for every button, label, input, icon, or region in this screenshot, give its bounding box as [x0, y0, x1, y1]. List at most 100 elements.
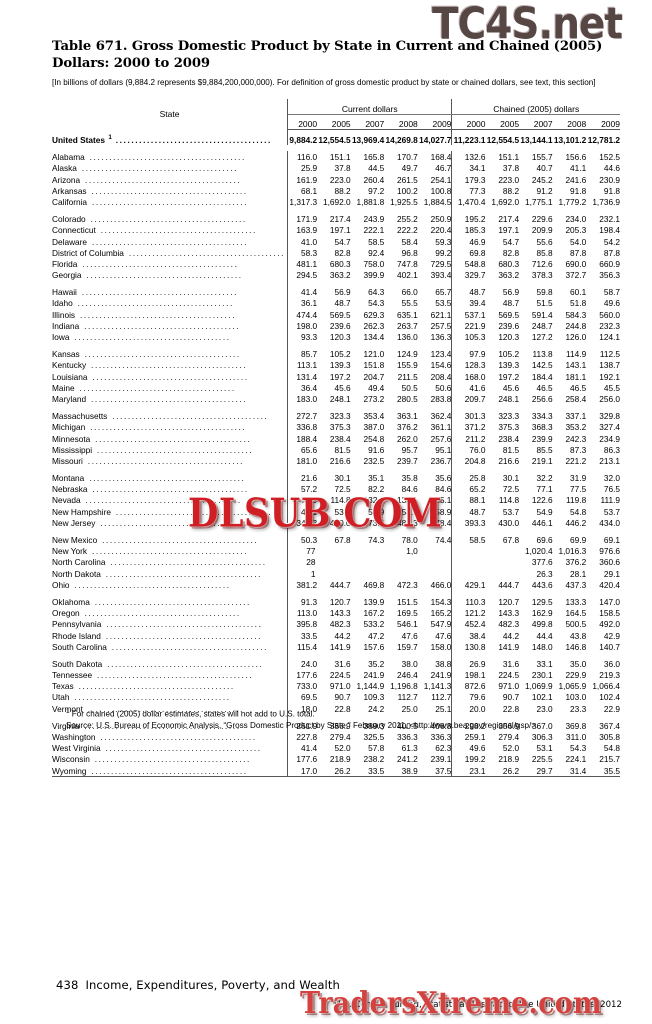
row-spacer-cell [451, 713, 486, 720]
value-cell: 181.0 [296, 455, 318, 466]
value-cell: 124.9 [397, 349, 418, 360]
value-cell: 110.3 [451, 595, 486, 607]
value-cell: 215.7 [599, 754, 620, 765]
value-cell: 50.3 [300, 535, 318, 545]
value-cell: 36.4 [300, 382, 318, 393]
value-cell: 58.7 [603, 287, 620, 298]
value-cell: 114.8 [498, 495, 520, 506]
total-cell: 13,144.1 [520, 135, 553, 145]
value-cell: 420.4 [599, 579, 620, 590]
value-cell: 64.3 [368, 287, 385, 298]
value-cell: 248.1 [329, 393, 351, 404]
value-cell: 58.8 [401, 506, 418, 517]
value-cell: 238.2 [363, 754, 385, 765]
value-cell: 26.2 [502, 765, 520, 776]
value-cell: 1 [310, 568, 318, 579]
value-cell: 758.0 [363, 258, 385, 269]
value-cell: 872.6 [451, 680, 486, 692]
value-cell: 112.7 [397, 692, 418, 703]
value-cell: 85.7 [300, 349, 318, 360]
value-cell: 239.9 [531, 433, 553, 444]
total-cell: 12,554.5 [318, 135, 351, 145]
table-row: Utah ...................................… [52, 691, 620, 703]
value-cell: 199.2 [451, 753, 486, 765]
value-cell: 188.4 [296, 433, 318, 444]
value-cell: 218.9 [498, 754, 520, 765]
value-cell: 243.9 [363, 214, 385, 225]
value-cell: 747.8 [397, 258, 418, 269]
row-label-state: Oklahoma ...............................… [52, 595, 289, 607]
value-cell: 217.4 [329, 214, 351, 225]
page-section-label: Income, Expenditures, Poverty, and Wealt… [85, 978, 340, 992]
row-spacer-cell [451, 527, 486, 534]
value-cell: 105.2 [498, 349, 520, 360]
value-cell: 91.2 [536, 185, 553, 196]
value-cell: 473.6 [363, 517, 385, 528]
value-cell: 112.7 [431, 692, 452, 703]
column-header-chn-2005: 2005 [485, 114, 520, 130]
value-cell: 198.0 [296, 320, 318, 331]
row-label-state: Iowa ...................................… [52, 330, 289, 342]
row-label-state: Vermont ................................… [52, 702, 289, 714]
value-cell: 105.3 [451, 330, 486, 342]
table-row: West Virginia ..........................… [52, 742, 620, 754]
header-years-row: 2000 2005 2007 2008 2009 2000 2005 2007 … [52, 114, 620, 130]
headnote: [In billions of dollars (9,884.2 represe… [52, 78, 596, 87]
value-cell: 393.4 [430, 270, 452, 281]
value-cell: 261.9 [296, 720, 318, 731]
value-cell: 298.2 [451, 719, 486, 731]
value-cell: 26.3 [536, 568, 553, 579]
value-cell: 1,775.1 [524, 196, 553, 207]
value-cell: 1,317.3 [289, 196, 318, 207]
value-cell: 42.9 [603, 630, 620, 641]
value-cell: 72.5 [502, 484, 520, 495]
value-cell: 44.5 [368, 163, 385, 174]
value-cell: 115.4 [296, 641, 318, 652]
value-cell: 377.6 [531, 557, 553, 568]
column-group-chained-dollars: Chained (2005) dollars [451, 99, 620, 115]
value-cell: 334.3 [531, 411, 553, 422]
value-cell: 69.5 [300, 692, 318, 703]
table-row: South Dakota ...........................… [52, 657, 620, 669]
value-cell: 69.9 [570, 535, 587, 545]
row-label-state: Missouri ...............................… [52, 454, 289, 466]
value-cell: 62.3 [435, 743, 452, 754]
value-cell: 232.3 [599, 320, 620, 331]
value-cell: 120.7 [498, 596, 520, 607]
value-cell: 38.0 [401, 658, 418, 669]
table-row: Tennessee ..............................… [52, 668, 620, 681]
value-cell: 18.0 [300, 703, 318, 714]
value-cell: 20.0 [451, 702, 486, 714]
value-cell: 33.5 [368, 765, 385, 776]
value-cell: 114.8 [330, 495, 351, 506]
value-cell: 239.7 [397, 455, 418, 466]
value-cell: 211.5 [397, 371, 418, 382]
table-row: New York ...............................… [52, 545, 620, 557]
row-label-state: Hawaii .................................… [52, 286, 289, 298]
table-row: Vermont ................................… [52, 702, 620, 714]
value-cell: 336.8 [296, 422, 318, 433]
value-cell: 37.5 [435, 765, 452, 776]
row-spacer-cell [52, 713, 289, 720]
table-row-total: United States 1 ........................… [52, 129, 620, 145]
value-cell [317, 567, 351, 578]
value-cell: 481.1 [296, 258, 318, 269]
value-cell: 197.2 [329, 371, 351, 382]
value-cell: 443.6 [531, 579, 553, 590]
value-cell: 1,0 [406, 546, 418, 557]
value-cell: 77.3 [451, 184, 486, 196]
footnote-1-text: For chained (2005) dollar estimates, sta… [71, 709, 315, 719]
value-cell [351, 556, 385, 567]
row-label-state: Nevada .................................… [52, 494, 289, 506]
row-spacer-cell [52, 280, 289, 287]
value-cell: 183.0 [296, 393, 318, 404]
row-label-state: Connecticut ............................… [52, 224, 289, 236]
value-cell: 368.3 [531, 422, 553, 433]
value-cell: 111.9 [600, 495, 620, 506]
value-cell: 238.4 [498, 433, 520, 444]
value-cell: 48.7 [502, 298, 520, 309]
value-cell: 32.2 [536, 473, 553, 484]
row-label-state: Mississippi ............................… [52, 443, 289, 455]
value-cell: 21.6 [300, 473, 318, 484]
value-cell: 1,069.9 [524, 681, 553, 692]
